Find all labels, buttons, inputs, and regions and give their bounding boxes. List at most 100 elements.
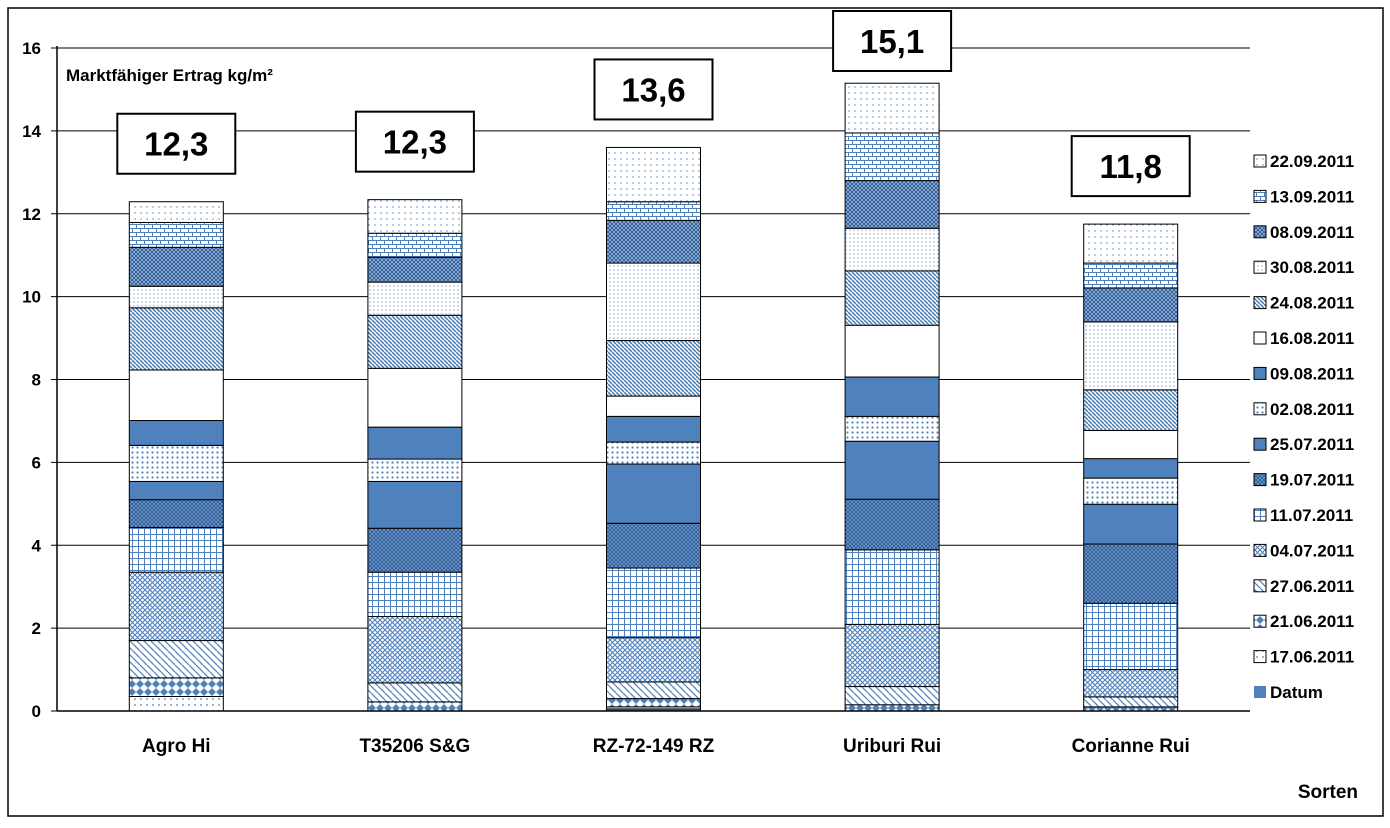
legend-swatch: [1253, 225, 1267, 239]
bar-segment: [606, 262, 701, 342]
legend-swatch: [1253, 437, 1267, 451]
x-tick-label: RZ-72-149 RZ: [593, 736, 715, 757]
y-tick-label: 10: [22, 288, 41, 307]
bar-segment: [1083, 287, 1179, 323]
bar-segment: [367, 458, 463, 482]
bar-segment: [1083, 389, 1179, 431]
bar-segment: [367, 701, 463, 712]
bar-segment: [128, 499, 224, 528]
bar-segment: [128, 246, 224, 287]
legend-label: 02.08.2011: [1270, 400, 1354, 419]
bar-segment: [128, 571, 224, 642]
bar-segment: [367, 232, 463, 258]
bar-segment: [844, 704, 940, 712]
bar-segment: [606, 146, 701, 203]
bar-segment: [367, 527, 463, 573]
bar-segment: [844, 132, 940, 182]
bar-segment: [844, 376, 940, 417]
bar-segment: [606, 463, 701, 524]
bar-segment: [128, 677, 224, 697]
legend-label: 21.06.2011: [1270, 612, 1354, 631]
legend-label: 13.09.2011: [1270, 187, 1354, 206]
y-tick-label: 14: [22, 122, 41, 141]
legend-label: 08.09.2011: [1270, 223, 1354, 242]
bar-segment: [844, 227, 940, 272]
bar-segment: [128, 285, 224, 309]
bar-segment: [606, 201, 701, 221]
bar-segment: [606, 681, 701, 700]
bar-segment: [1083, 602, 1179, 671]
legend-label: 27.06.2011: [1270, 577, 1354, 596]
bar-segment: [844, 180, 940, 229]
bar-segment: [1083, 503, 1179, 545]
legend-swatch: [1253, 296, 1267, 310]
bar-segment: [606, 567, 701, 639]
bar-segment: [367, 682, 463, 703]
legend-label: 09.08.2011: [1270, 364, 1354, 383]
bar-segment: [844, 440, 940, 500]
bar-segment: [606, 415, 701, 443]
total-label: 11,8: [1099, 148, 1161, 185]
x-axis-label: Sorten: [1298, 782, 1358, 803]
bar-segment: [1083, 429, 1179, 460]
y-tick-label: 4: [32, 536, 42, 555]
bar-segment: [367, 314, 463, 369]
bar-segment: [367, 256, 463, 283]
bar-segment: [1083, 669, 1179, 698]
bar-segment: [367, 367, 463, 428]
x-tick-label: Corianne Rui: [1072, 736, 1190, 757]
total-label-box: [116, 112, 237, 175]
bar-segment: [1083, 458, 1179, 479]
bar-segment: [844, 549, 940, 625]
bar-segment: [844, 82, 940, 134]
total-label-box: [1070, 135, 1191, 198]
bar-segment: [128, 201, 224, 223]
legend-swatch: [1253, 508, 1267, 522]
bar-segment: [606, 340, 701, 397]
bar-segment: [367, 480, 463, 529]
bar-segment: [367, 281, 463, 316]
x-tick-label: Uriburi Rui: [843, 736, 941, 757]
legend-label: 25.07.2011: [1270, 435, 1354, 454]
bar-segment: [128, 221, 224, 248]
bar-segment: [128, 526, 224, 573]
legend-label: 19.07.2011: [1270, 471, 1354, 490]
bar-segment: [1083, 543, 1179, 604]
bar-segment: [844, 498, 940, 551]
bars: [128, 82, 1179, 712]
y-tick-label: 12: [22, 205, 41, 224]
legend-label: 04.07.2011: [1270, 541, 1354, 560]
chart-title: Marktfähiger Ertrag kg/m²: [66, 66, 273, 85]
legend-label: 22.09.2011: [1270, 152, 1354, 171]
total-label: 12,3: [383, 124, 447, 161]
legend-swatch: [1253, 331, 1267, 345]
total-label: 12,3: [144, 126, 208, 163]
legend-swatch: [1254, 686, 1266, 698]
bar-segment: [367, 616, 463, 684]
y-tick-label: 0: [32, 702, 41, 721]
legend-label: 30.08.2011: [1270, 258, 1354, 277]
legend-swatch: [1253, 402, 1267, 416]
total-label: 15,1: [860, 23, 924, 60]
y-tick-label: 2: [32, 619, 41, 638]
bar-segment: [1083, 223, 1179, 264]
legend-swatch: [1253, 543, 1267, 557]
legend-label: 16.08.2011: [1270, 329, 1354, 348]
bar-segment: [128, 420, 224, 446]
legend-swatch: [1253, 366, 1267, 380]
bar-segment: [128, 480, 224, 501]
y-tick-label: 8: [32, 371, 41, 390]
bar-segment: [844, 686, 940, 706]
bar-segment: [1083, 696, 1179, 708]
bar-segment: [606, 395, 701, 417]
bar-segment: [844, 415, 940, 442]
bar-segment: [844, 324, 940, 378]
bar-segment: [844, 270, 940, 326]
total-label-box: [832, 10, 953, 72]
legend: 22.09.2011 13.09.2011 08.09.2011 30.08.2011…: [1253, 152, 1354, 702]
legend-label: 17.06.2011: [1270, 648, 1354, 667]
y-tick-label: 16: [22, 39, 41, 58]
legend-swatch: [1253, 154, 1267, 168]
legend-label: 24.08.2011: [1270, 294, 1354, 313]
